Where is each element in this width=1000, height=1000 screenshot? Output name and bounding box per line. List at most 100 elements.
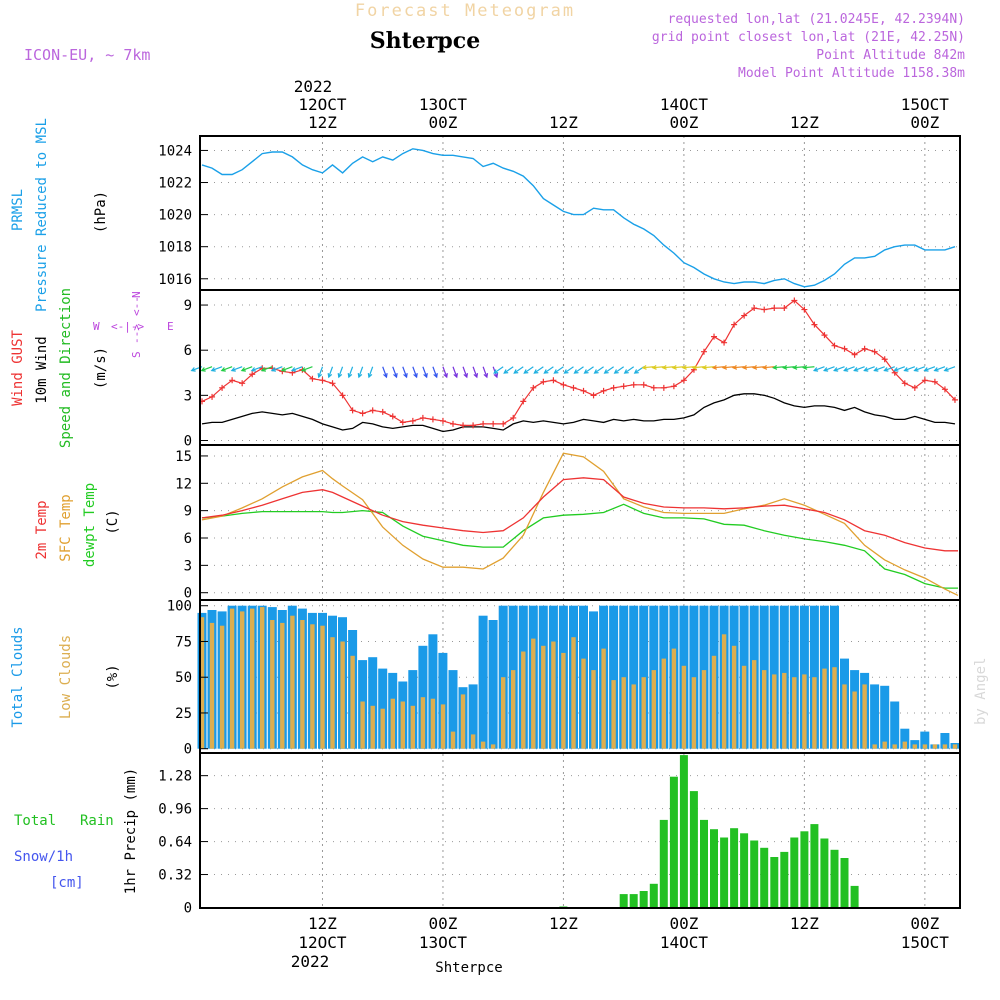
requested-coords: requested lon,lat (21.0245E, 42.2394N) [668, 12, 965, 27]
gust-marker [711, 333, 718, 340]
gust-marker [801, 306, 808, 313]
low-cloud-bar [711, 655, 717, 749]
wind-direction-arrow [604, 366, 614, 374]
wind-direction-arrowhead [853, 367, 859, 372]
total-cloud-bar [609, 605, 619, 749]
low-cloud-bar [902, 741, 907, 749]
pressure-tick-label: 1024 [158, 143, 192, 159]
pressure-tick-label: 1020 [158, 208, 192, 224]
temp-label-dewpt: dewpt Temp [82, 483, 98, 567]
wind-direction-arrowhead [593, 369, 599, 374]
wind-direction-arrow [703, 366, 715, 369]
low-cloud-bar [521, 651, 526, 749]
low-cloud-bar [922, 744, 928, 749]
precip-tick-label: 0.64 [158, 835, 192, 851]
gust-marker [249, 371, 256, 378]
top-hour-label: 00Z [910, 113, 939, 132]
wind-direction-arrow [281, 366, 293, 372]
wind-direction-arrow [564, 366, 574, 374]
gust-marker [239, 380, 246, 387]
low-cloud-bar [832, 667, 837, 749]
wind-direction-arrow [503, 366, 514, 374]
low-cloud-bar [631, 684, 636, 749]
wind-direction-arrow [442, 366, 448, 378]
temp-tick-label: 12 [175, 476, 192, 492]
top-hour-label: 00Z [429, 113, 458, 132]
precip-tick-label: 0 [184, 900, 192, 916]
footer-location: Shterpce [435, 960, 502, 976]
wind-direction-arrowhead [603, 369, 609, 374]
gust-marker [771, 305, 778, 312]
wind-direction-arrowhead [433, 373, 438, 379]
low-cloud-bar [621, 677, 626, 749]
wind-direction-arrowhead [883, 367, 889, 372]
low-cloud-bar [450, 731, 456, 749]
panel-frame-5 [199, 752, 961, 909]
compass-arrow-north: <-- [130, 296, 143, 316]
wind-direction-arrowhead [543, 369, 549, 374]
wind-direction-arrowhead [347, 373, 353, 379]
forecast-title: Forecast Meteogram [355, 1, 575, 21]
wind-direction-arrowhead [583, 369, 589, 374]
low-cloud-bar [310, 624, 315, 749]
wind-direction-arrowhead [423, 373, 428, 379]
low-cloud-bar [480, 741, 486, 749]
gust-marker [429, 416, 436, 423]
precip-label-rain: Rain [80, 813, 114, 829]
wind-direction-arrow [211, 366, 223, 372]
gust-marker [339, 392, 346, 399]
bottom-hour-label: 12Z [549, 914, 578, 933]
wind-direction-arrowhead [250, 367, 256, 372]
precip-tick-label: 0.96 [158, 802, 192, 818]
total-cloud-bar [920, 731, 930, 749]
wind-direction-arrow [368, 366, 374, 378]
wind-direction-arrow [874, 366, 885, 372]
wind-direction-arrow [544, 366, 554, 374]
compass-arrow-south: --> [130, 324, 143, 344]
precip-label-unit: 1hr Precip (mm) [123, 768, 139, 894]
temp-label-2m: 2m Temp [34, 500, 50, 559]
wind-direction-arrow [864, 366, 875, 372]
gust-marker [510, 414, 517, 421]
pressure-label-prmsl: PRMSL [10, 189, 26, 231]
wind-label-10m: 10m Wind [34, 336, 50, 403]
wind-speed-line [201, 393, 956, 433]
precip-bar [800, 831, 809, 908]
temp-tick-label: 9 [184, 504, 192, 520]
total-cloud-bar [890, 701, 900, 749]
low-cloud-bar [541, 645, 546, 749]
wind-direction-arrow [554, 366, 564, 374]
low-cloud-bar [370, 705, 375, 749]
wind-direction-arrow [271, 366, 283, 372]
low-cloud-bar [260, 607, 265, 749]
wind-direction-arrow [682, 366, 695, 369]
bottom-hour-label: 00Z [429, 914, 458, 933]
wind-direction-arrow [803, 366, 815, 369]
low-cloud-bar [410, 705, 415, 749]
clouds-tick-label: 75 [175, 634, 192, 650]
precip-bar [689, 791, 698, 908]
gust-marker [219, 384, 226, 391]
wind-tick-label: 9 [184, 298, 192, 314]
wind-direction-arrowhead [443, 373, 448, 379]
gust-marker [821, 332, 828, 339]
clouds-tick-label: 25 [175, 706, 192, 722]
wind-direction-arrowhead [463, 373, 468, 379]
wind-direction-arrow [261, 366, 273, 372]
low-cloud-bar [591, 670, 596, 749]
wind-direction-arrowhead [762, 364, 768, 370]
precip-label-total: Total [14, 813, 56, 829]
wind-direction-arrow [338, 366, 344, 378]
temp-tick-label: 0 [184, 586, 192, 602]
wind-direction-arrowhead [393, 373, 398, 379]
gust-marker [731, 321, 738, 328]
wind-direction-arrowhead [701, 364, 707, 370]
wind-direction-arrowhead [933, 367, 939, 372]
gust-marker [399, 419, 406, 426]
bottom-date-label: 14OCT [660, 933, 709, 952]
gust-marker [590, 392, 597, 399]
wind-direction-arrow [201, 366, 213, 372]
low-cloud-bar [240, 611, 245, 749]
gust-marker [831, 342, 838, 349]
